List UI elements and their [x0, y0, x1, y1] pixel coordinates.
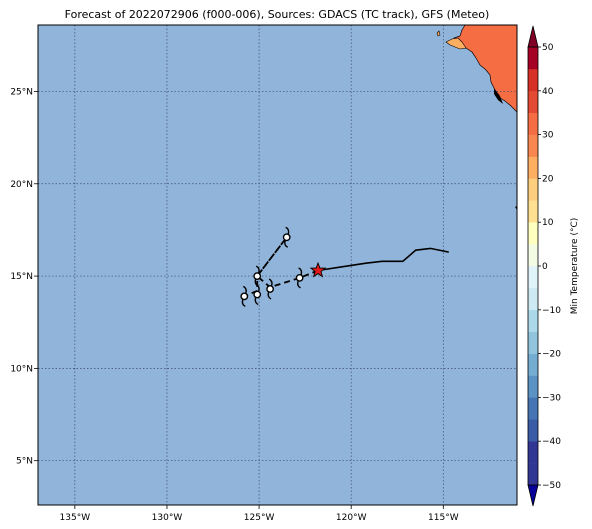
- longitude-ticks: 135°W 130°W 125°W 120°W 115°W: [60, 505, 459, 523]
- forecast-track-line: [243, 236, 319, 298]
- colorbar-band: [528, 287, 538, 311]
- colorbar-band: [528, 68, 538, 92]
- colorbar-tick-label: −40: [542, 437, 561, 447]
- storm-symbol-arm-top: [255, 283, 260, 292]
- colorbar-band: [528, 331, 538, 354]
- tropical-storm-symbol: [282, 226, 291, 248]
- storm-symbol-arm-bottom: [267, 291, 272, 300]
- colorbar-tick-label: −20: [542, 350, 561, 360]
- tropical-storm-symbol: [240, 285, 249, 308]
- current-position-star: [309, 261, 327, 278]
- colorbar-band: [528, 266, 538, 289]
- colorbar-band: [528, 397, 538, 420]
- y-tick-label: 25°N: [10, 87, 33, 97]
- colorbar-ticks: 50 40 30 20 10 0 −10 −20 −30 −40 −50: [538, 43, 561, 491]
- storm-symbol-center: [240, 292, 249, 301]
- storm-symbol-center: [282, 233, 291, 242]
- map-panel: [37, 24, 518, 506]
- y-tick-label: 20°N: [10, 180, 33, 190]
- y-tick-label: 10°N: [10, 364, 33, 374]
- colorbar-band: [528, 244, 538, 267]
- y-tick-label: 5°N: [16, 457, 33, 467]
- colorbar-tick-label: 20: [542, 174, 554, 184]
- storm-symbol-arm-bottom: [254, 297, 259, 306]
- storm-symbol-arm-top: [242, 285, 247, 294]
- x-tick-label: 135°W: [60, 513, 91, 523]
- tropical-storm-symbol: [266, 278, 275, 300]
- graticule: [38, 25, 517, 505]
- tropical-storm-symbol: [253, 283, 262, 306]
- colorbar-band: [528, 222, 538, 245]
- colorbar-tick-label: 40: [542, 87, 554, 97]
- land-layer: [436, 25, 517, 210]
- colorbar-tick-label: 0: [542, 262, 548, 272]
- storm-symbol-arm-bottom: [296, 280, 301, 289]
- land-mexico: [453, 25, 517, 113]
- colorbar-tick-label: −30: [542, 393, 561, 403]
- tropical-storm-symbol: [295, 267, 304, 289]
- storm-symbol-arm-bottom: [241, 299, 246, 308]
- x-tick-label: 130°W: [152, 513, 183, 523]
- colorbar-band: [528, 156, 538, 179]
- colorbar: [527, 25, 539, 507]
- colorbar-tick-label: −10: [542, 306, 561, 316]
- island: [436, 30, 441, 37]
- storm-symbol-arm-top: [298, 267, 303, 276]
- colorbar-band: [528, 90, 538, 113]
- x-tick-label: 125°W: [244, 513, 275, 523]
- storm-symbol-arm-top: [285, 226, 290, 235]
- storm-symbol-arm-top: [255, 265, 260, 274]
- colorbar-band: [528, 353, 538, 376]
- colorbar-band: [528, 375, 538, 398]
- x-tick-label: 120°W: [336, 513, 367, 523]
- ocean-area: [38, 25, 517, 505]
- colorbar-tick-label: 10: [542, 218, 554, 228]
- colorbar-tick-label: 30: [542, 131, 554, 141]
- colorbar-label: Min Temperature (°C): [570, 218, 580, 315]
- colorbar-band: [528, 309, 538, 332]
- storm-symbol-arm-bottom: [284, 240, 289, 248]
- map-frame: [37, 24, 518, 506]
- coastline-detail: [494, 88, 503, 104]
- colorbar-band: [528, 178, 538, 201]
- y-tick-label: 15°N: [10, 272, 33, 282]
- x-tick-label: 115°W: [428, 513, 459, 523]
- storm-symbol-center: [253, 272, 262, 281]
- storm-symbol-center: [266, 285, 275, 293]
- colorbar-band: [528, 441, 538, 464]
- land-baja-tip: [445, 37, 467, 50]
- colorbar-band: [528, 112, 538, 135]
- colorbar-extend-low: [527, 484, 539, 507]
- colorbar-band: [528, 134, 538, 157]
- colorbar-tick-label: −50: [542, 481, 561, 491]
- colorbar-band: [528, 419, 538, 442]
- colorbar-band: [528, 463, 538, 486]
- storm-symbol-center: [253, 290, 262, 299]
- past-track-line: [317, 247, 449, 272]
- colorbar-tick-label: 50: [542, 43, 554, 53]
- latitude-ticks: 5°N 10°N 15°N 20°N 25°N: [10, 87, 38, 467]
- colorbar-band: [528, 200, 538, 223]
- storm-symbol-center: [295, 273, 304, 282]
- colorbar-band: [528, 47, 538, 70]
- storm-symbol-arm-top: [268, 278, 273, 287]
- tc-track-layer: [240, 226, 449, 308]
- map-title: Forecast of 2022072906 (f000-006), Sourc…: [65, 8, 490, 21]
- colorbar-extend-high: [527, 25, 539, 48]
- tropical-storm-symbol: [253, 265, 262, 287]
